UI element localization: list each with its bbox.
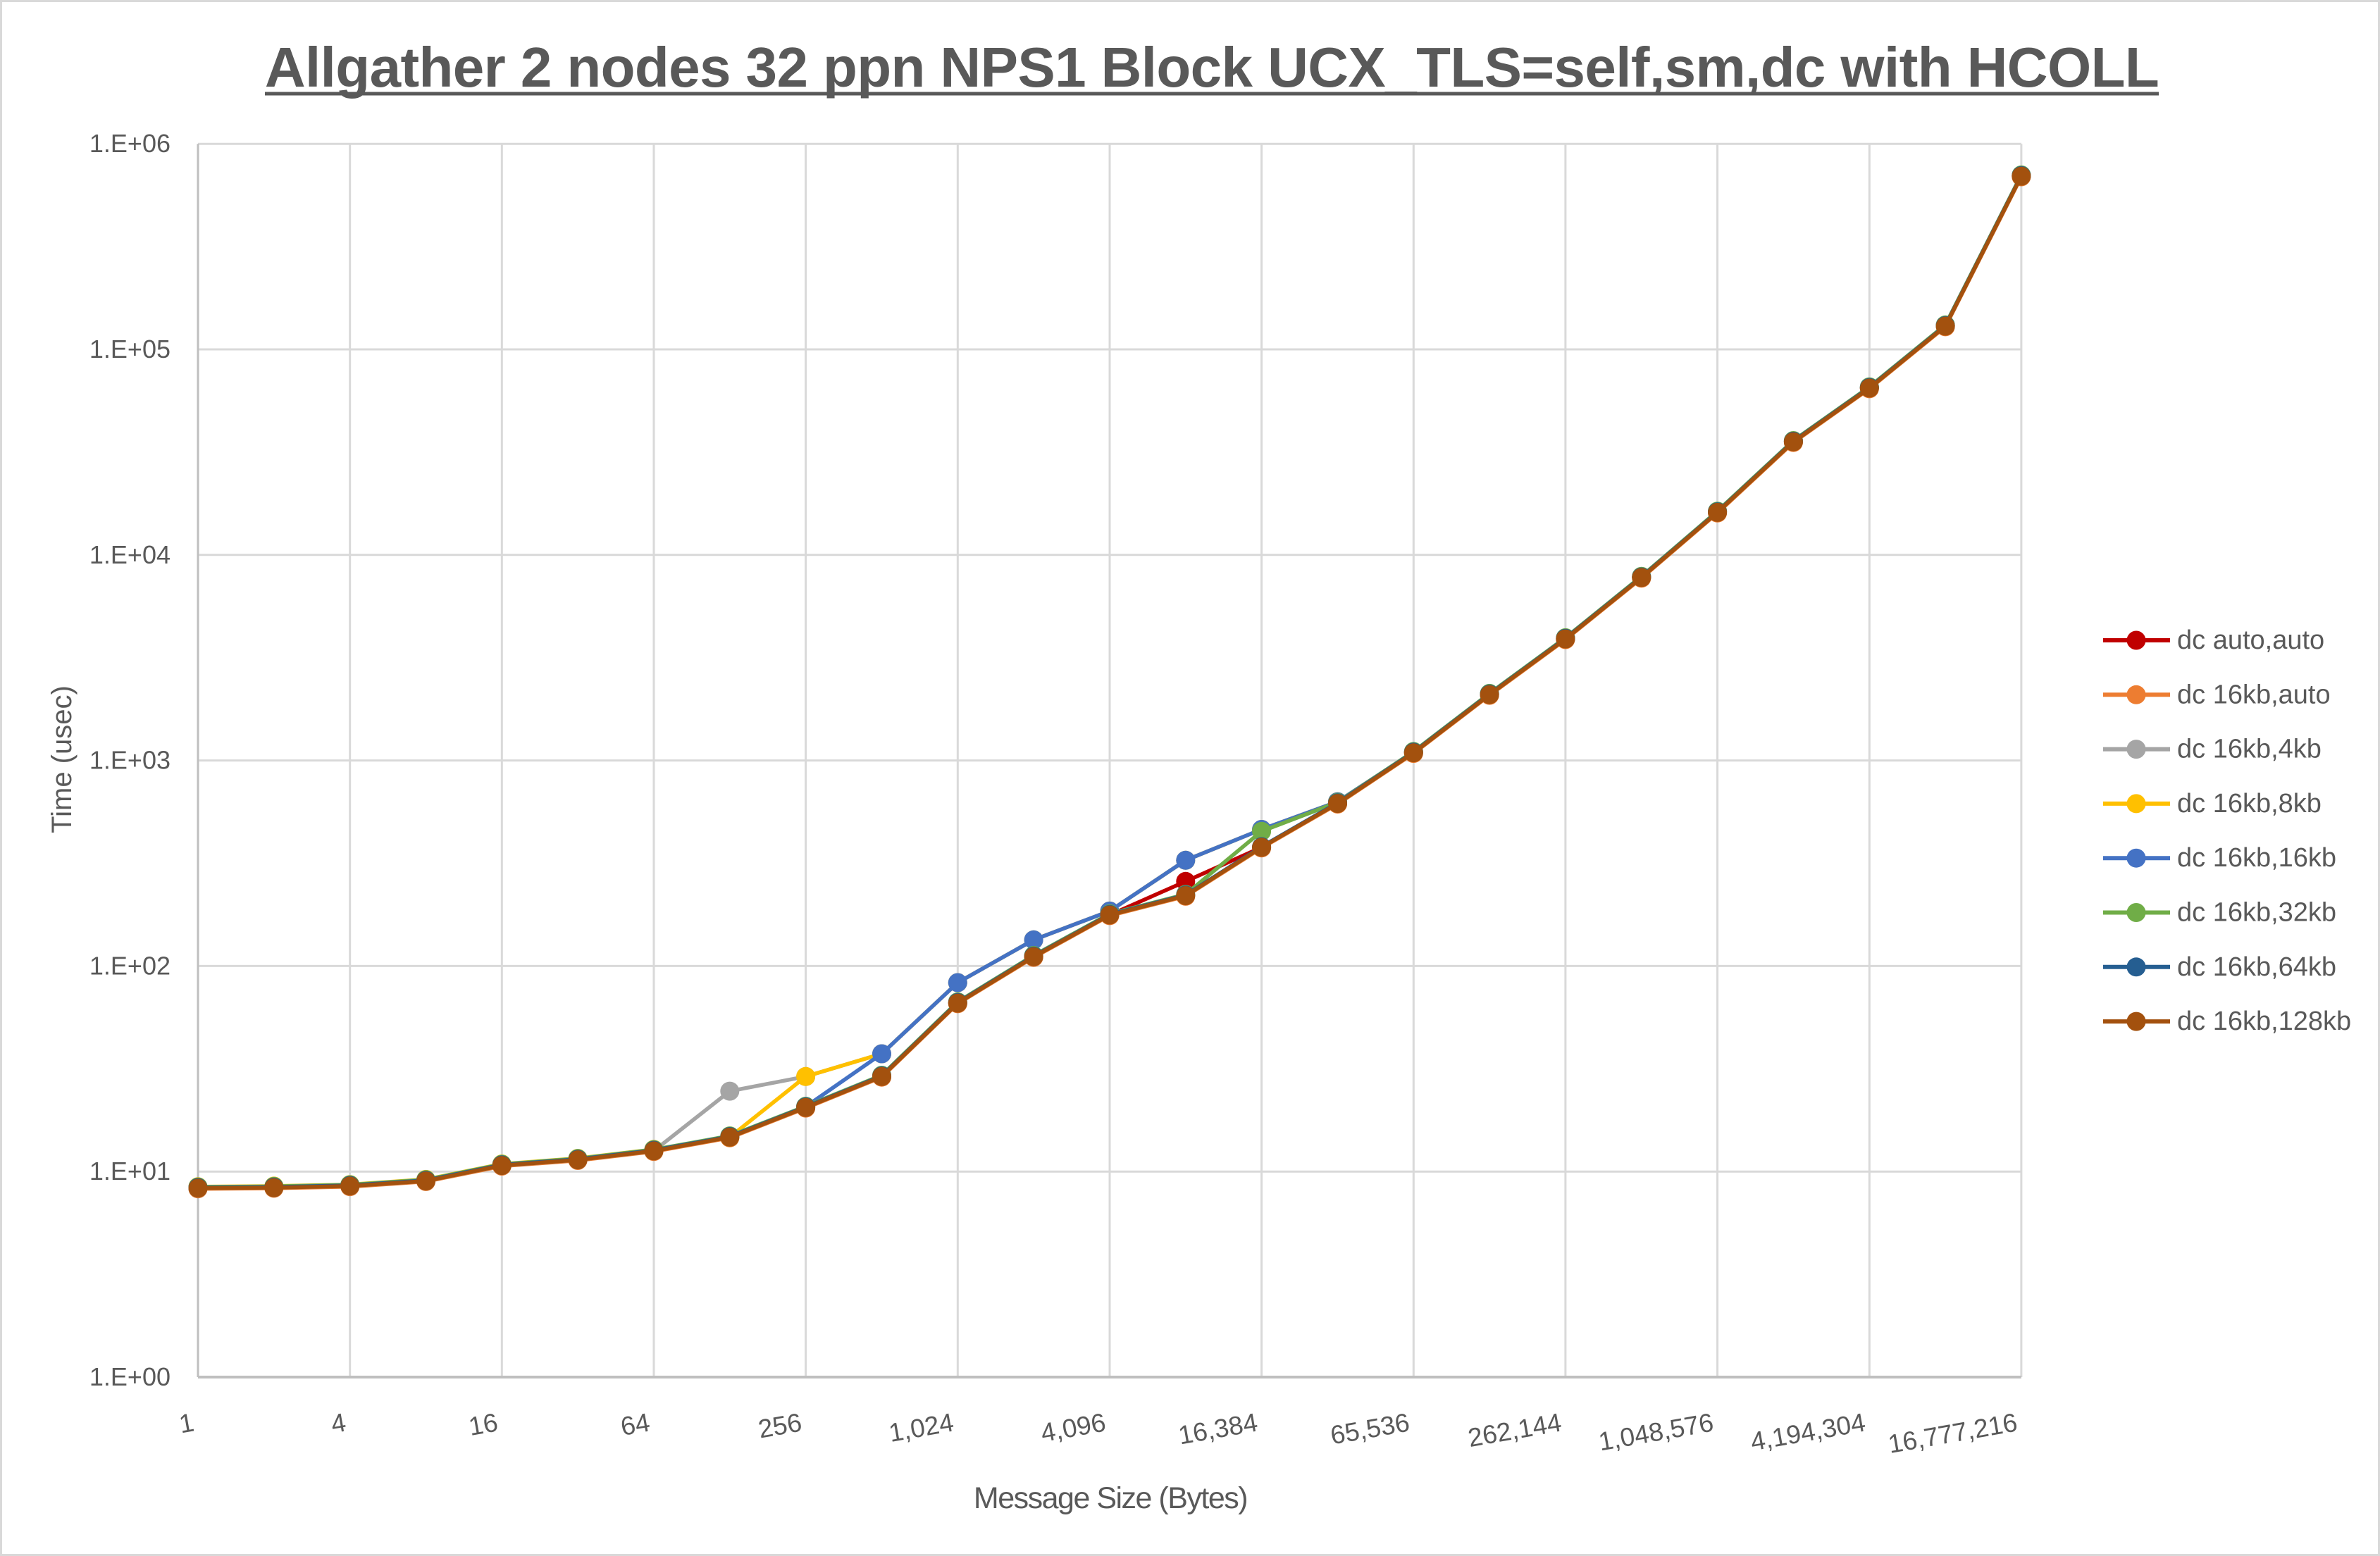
svg-text:1.E+01: 1.E+01 [89, 1157, 171, 1185]
svg-text:Message Size (Bytes): Message Size (Bytes) [974, 1481, 1247, 1515]
svg-text:16: 16 [466, 1408, 500, 1442]
svg-text:1.E+06: 1.E+06 [89, 129, 171, 158]
svg-text:1.E+05: 1.E+05 [89, 335, 171, 363]
svg-text:1.E+00: 1.E+00 [89, 1362, 171, 1391]
svg-text:64: 64 [619, 1408, 652, 1442]
svg-text:1.E+04: 1.E+04 [89, 540, 171, 569]
svg-text:dc 16kb,32kb: dc 16kb,32kb [2177, 898, 2336, 928]
svg-text:dc auto,auto: dc auto,auto [2177, 625, 2324, 655]
svg-text:dc 16kb,16kb: dc 16kb,16kb [2177, 843, 2336, 873]
svg-text:dc 16kb,8kb: dc 16kb,8kb [2177, 789, 2322, 819]
svg-text:1.E+02: 1.E+02 [89, 951, 171, 980]
svg-text:dc 16kb,64kb: dc 16kb,64kb [2177, 952, 2336, 982]
svg-text:dc 16kb,128kb: dc 16kb,128kb [2177, 1007, 2351, 1036]
svg-text:Allgather 2 nodes 32 ppn NPS1: Allgather 2 nodes 32 ppn NPS1 Block UCX_… [265, 36, 2159, 99]
svg-text:dc 16kb,auto: dc 16kb,auto [2177, 680, 2331, 709]
svg-text:Time (usec): Time (usec) [47, 685, 78, 833]
svg-text:dc 16kb,4kb: dc 16kb,4kb [2177, 735, 2322, 764]
svg-text:1.E+03: 1.E+03 [89, 746, 171, 775]
